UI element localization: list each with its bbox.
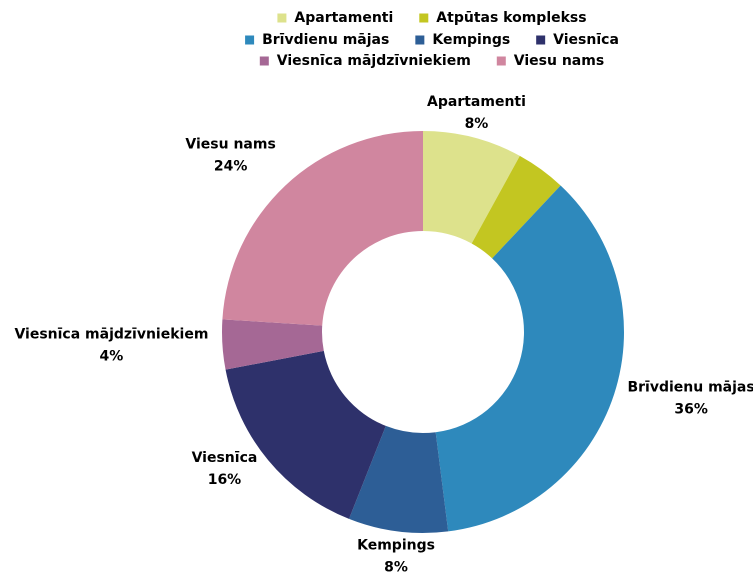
legend-label: Viesnīca — [553, 32, 619, 48]
donut-slice — [222, 131, 423, 326]
slice-value-label: 4% — [100, 348, 124, 364]
legend-swatch — [536, 35, 546, 45]
legend-label: Apartamenti — [294, 10, 393, 26]
donut-slice — [423, 131, 520, 244]
slice-label: Apartamenti — [427, 94, 526, 110]
slice-value-label: 36% — [674, 401, 708, 417]
slice-value-label: 24% — [214, 158, 248, 174]
legend-swatch — [496, 56, 506, 66]
slice-label: Brīvdienu mājas — [627, 379, 753, 395]
slice-value-label: 8% — [384, 559, 408, 575]
slice-value-label: 8% — [465, 116, 489, 132]
slice-value-label: 16% — [208, 472, 242, 488]
donut-slice — [435, 185, 624, 532]
legend-label: Brīvdienu mājas — [262, 32, 389, 48]
legend-swatch — [415, 35, 425, 45]
slice-label: Kempings — [357, 537, 435, 553]
slice-label: Viesu nams — [185, 136, 275, 152]
legend-label: Atpūtas komplekss — [436, 10, 586, 26]
donut-slice — [225, 350, 386, 519]
slice-label: Viesnīca — [192, 450, 258, 466]
legend-label: Viesu nams — [514, 53, 604, 69]
legend-swatch — [259, 56, 269, 66]
slice-label: Viesnīca mājdzīvniekiem — [14, 326, 208, 342]
legend-swatch — [245, 35, 255, 45]
legend-label: Kempings — [432, 32, 510, 48]
legend-swatch — [277, 13, 287, 23]
donut-slice — [349, 425, 449, 533]
legend-swatch — [419, 13, 429, 23]
donut-slice — [471, 155, 561, 259]
donut-slice — [221, 319, 324, 370]
legend-label: Viesnīca mājdzīvniekiem — [277, 53, 471, 69]
